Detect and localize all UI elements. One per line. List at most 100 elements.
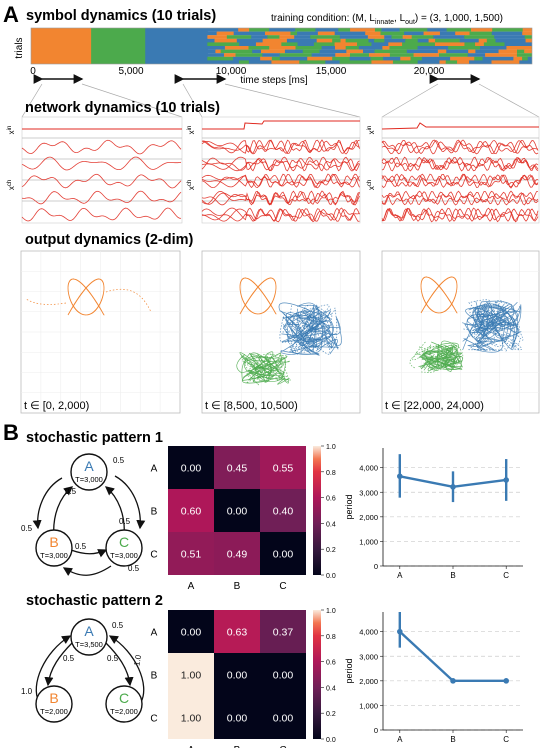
- blue-attractor: [484, 305, 521, 352]
- cell-value: 0.63: [227, 627, 248, 639]
- ribbon-segment: [391, 35, 404, 39]
- col-label: B: [234, 581, 241, 592]
- x-tick-label: A: [397, 735, 403, 744]
- blue-attractor: [469, 306, 504, 346]
- ribbon-segment: [316, 38, 333, 43]
- ribbon-segment: [299, 60, 326, 64]
- ribbon-segment: [207, 31, 218, 36]
- blue-attractor: [285, 304, 330, 353]
- ribbon-segment: [223, 53, 237, 57]
- input-trace: [202, 120, 360, 130]
- time-axis: 0 5,000 10,000 15,000 20,000 time steps …: [30, 66, 445, 86]
- chaotic-trace: [381, 139, 538, 155]
- col-label: C: [279, 745, 286, 748]
- row-label: A: [151, 628, 158, 639]
- node-a-period: T=3,500: [75, 640, 103, 649]
- ribbon-segment: [374, 28, 382, 32]
- ribbon-segment: [392, 60, 419, 64]
- ribbon-segment: [389, 46, 419, 50]
- xin-axis-label: xin: [7, 126, 16, 135]
- ribbon-segment: [235, 53, 263, 57]
- chaotic-trace: [201, 139, 360, 155]
- y-tick-label: 3,000: [359, 488, 378, 497]
- ribbon-segment: [388, 42, 403, 47]
- chaotic-trace: [201, 139, 360, 155]
- ribbon-segment: [224, 46, 249, 50]
- node-b-label: B: [49, 534, 58, 550]
- ribbon-segment: [404, 31, 425, 36]
- ribbon-segment: [467, 53, 486, 57]
- colorbar: [313, 446, 321, 575]
- ribbon-segment: [445, 60, 458, 64]
- ribbon-segment: [238, 60, 250, 64]
- ribbon-segment: [233, 31, 266, 36]
- ribbon-segment: [417, 60, 440, 64]
- ribbon-segment: [371, 60, 394, 64]
- y-tick-label: 0: [374, 562, 378, 571]
- pattern-1-graph: A T=3,000 B T=3,000 C T=3,000 0.5 0.5 0.…: [21, 453, 146, 576]
- heatmap-cell: [260, 532, 306, 575]
- xch-axis-label: xch: [7, 180, 16, 190]
- plot-area: [383, 612, 523, 730]
- ribbon-segment: [339, 60, 372, 64]
- ribbon-segment: [252, 49, 262, 54]
- ribbon-segment: [271, 60, 300, 64]
- ribbon-segment: [311, 53, 336, 57]
- ribbon-segment: [400, 56, 412, 61]
- cell-value: 0.40: [273, 506, 294, 518]
- row-label: B: [151, 507, 158, 518]
- colorbar-tick-label: 0.2: [326, 711, 336, 718]
- green-attractor: [430, 342, 459, 367]
- tick-label: 5,000: [118, 66, 143, 77]
- edge-label: 0.5: [63, 654, 75, 663]
- plot-area: [383, 448, 523, 566]
- orange-attractor: [67, 278, 105, 316]
- blue-attractor: [474, 315, 509, 351]
- node-a-label: A: [84, 458, 94, 474]
- ribbon-segment: [464, 35, 495, 39]
- edge-label: 0.5: [128, 564, 140, 573]
- node-c-period: T=2,000: [110, 707, 138, 716]
- node-c-period: T=3,000: [110, 551, 138, 560]
- blue-attractor: [287, 302, 320, 344]
- heatmap-cell: [260, 489, 306, 532]
- xin-axis-label: xin: [367, 126, 376, 135]
- ribbon-segment: [264, 31, 291, 36]
- ribbon-segment: [410, 56, 423, 61]
- ribbon-segment: [437, 49, 447, 54]
- green-attractor: [418, 350, 462, 368]
- colorbar-tick-label: 0.6: [326, 496, 336, 503]
- ribbon-segment: [349, 56, 371, 61]
- ribbon-segment: [313, 42, 336, 47]
- ribbon-segment: [248, 60, 272, 64]
- ribbon-segment: [207, 28, 239, 32]
- ribbon-segment: [470, 28, 493, 32]
- green-attractor: [427, 344, 462, 370]
- ribbon-segment: [319, 49, 347, 54]
- chaotic-trace: [381, 207, 539, 223]
- ribbon-segment: [216, 31, 235, 36]
- ribbon-segment: [384, 35, 392, 39]
- colorbar-tick-label: 1.0: [326, 444, 336, 451]
- blue-attractor: [472, 305, 503, 353]
- ribbon-segment: [474, 56, 484, 61]
- panel-b-charts: A 0.00 0.45 0.55B 0.60 0.00 0.40C 0.51 0.49 0.00A…: [150, 444, 523, 748]
- ribbon-segment: [446, 28, 472, 32]
- edge-label: 1.0: [132, 654, 143, 667]
- col-label: C: [279, 581, 286, 592]
- green-attractor: [423, 346, 456, 366]
- ribbon-segment: [233, 56, 261, 61]
- heatmap-cell: [214, 610, 260, 653]
- green-attractor: [241, 355, 283, 381]
- col-label: A: [188, 581, 195, 592]
- ribbon-segment: [422, 56, 451, 61]
- y-tick-label: 2,000: [359, 677, 378, 686]
- chaotic-trace: [201, 190, 360, 206]
- symbol-dynamics-title: symbol dynamics (10 trials): [26, 8, 216, 24]
- ribbon-segment: [367, 35, 385, 39]
- ribbon-segment: [498, 49, 518, 54]
- ribbon-segment: [269, 46, 297, 50]
- ribbon-segment: [207, 53, 225, 57]
- ribbon-segment: [433, 35, 465, 39]
- green-attractor: [428, 345, 464, 370]
